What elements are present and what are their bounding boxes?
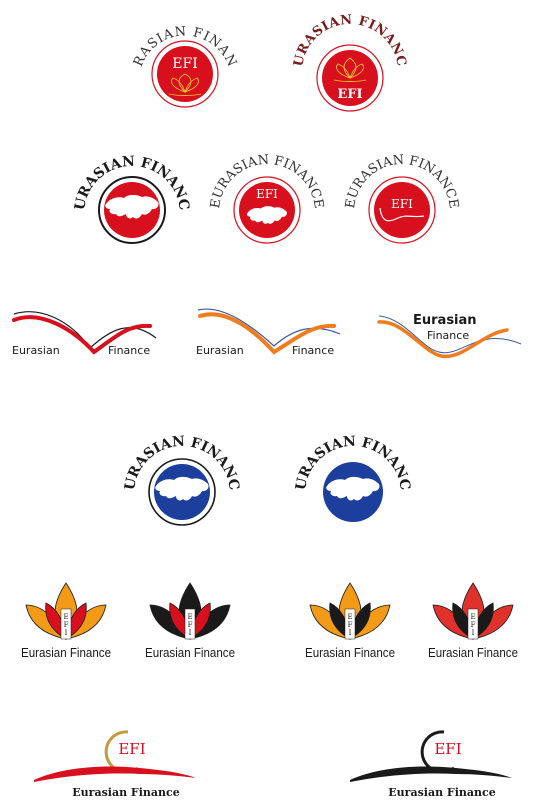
monogram-letter-i: I — [349, 629, 352, 637]
wave-left-label: Eurasian — [196, 344, 244, 357]
lotus-icon — [25, 582, 107, 640]
lotus-wordmark: Eurasian Finance — [305, 645, 395, 660]
monogram-text: EFI — [172, 56, 197, 72]
logo-efi-lotus-2: EURASIAN FINANCE EFI — [285, 1, 410, 112]
logo-efi-lotus-1: EURASIAN FINANCE EFI — [119, 1, 245, 112]
monogram-text: EFI — [337, 87, 362, 102]
monogram-letter-f: F — [64, 621, 69, 629]
lotus-icon — [333, 57, 367, 82]
logo-lotus-orange-red: E F I Eurasian Finance — [16, 575, 116, 665]
logo-map-efi-red: EURASIAN FINANCE EFI — [207, 152, 327, 252]
monogram-letter-i: I — [65, 629, 68, 637]
stacked-bottom-label: Finance — [427, 329, 469, 342]
lotus-wordmark: Eurasian Finance — [428, 645, 518, 660]
logo-map-blue-1: EURASIAN FINANCE — [117, 420, 242, 532]
lotus-icon — [309, 582, 391, 640]
wave-line-thick — [198, 312, 336, 355]
wave-right-label: Finance — [108, 344, 150, 357]
red-swoosh-icon — [34, 766, 196, 782]
outer-ring — [151, 40, 219, 108]
monogram-text: EFI — [434, 740, 461, 758]
monogram-letter-f: F — [188, 621, 193, 629]
monogram-text: EFI — [391, 197, 413, 211]
monogram-text: EFI — [118, 740, 145, 758]
lotus-wordmark: Eurasian Finance — [21, 645, 111, 660]
monogram-letter-i: I — [472, 629, 475, 637]
wave-line-thick — [377, 320, 509, 359]
outer-ring — [98, 176, 166, 244]
wave-left-label: Eurasian — [12, 344, 60, 357]
stacked-top-label: Eurasian — [413, 313, 477, 328]
outer-ring — [233, 176, 301, 244]
monogram-letter-f: F — [348, 621, 353, 629]
logo-efi-wave-red: EURASIAN FINANCE EFI — [342, 152, 462, 252]
monogram-letter-e: E — [63, 613, 68, 621]
monogram-letter-e: E — [347, 613, 352, 621]
wave-line-thick — [12, 315, 152, 355]
lotus-wordmark: Eurasian Finance — [145, 645, 235, 660]
swoosh-wordmark: Eurasian Finance — [388, 786, 495, 799]
logo-wave-orange-blue: Eurasian Finance — [194, 300, 344, 370]
monogram-letter-e: E — [470, 613, 475, 621]
logo-map-blue-2: EURASIAN FINANCE — [288, 420, 413, 532]
red-disc — [374, 182, 430, 238]
lotus-icon — [168, 73, 202, 96]
monogram-text: EFI — [256, 187, 278, 201]
wave-icon — [379, 207, 425, 222]
lotus-icon — [432, 582, 514, 640]
monogram-letter-i: I — [189, 629, 192, 637]
black-swoosh-icon — [350, 766, 512, 782]
outer-ring — [316, 44, 384, 112]
wave-line-thin — [378, 315, 522, 354]
wave-right-label: Finance — [292, 344, 334, 357]
logo-wave-stacked: Eurasian Finance — [375, 306, 525, 376]
outer-ring — [148, 458, 216, 526]
logo-map-red-black: EURASIAN FINANCE — [67, 140, 192, 252]
monogram-letter-f: F — [471, 621, 476, 629]
lotus-icon — [149, 582, 231, 640]
logo-wave-red-black: Eurasian Finance — [10, 300, 160, 370]
logo-swoosh-black: EFI Eurasian Finance — [346, 722, 516, 802]
logo-lotus-black-red: E F I Eurasian Finance — [140, 575, 240, 665]
outer-ring — [368, 176, 436, 244]
logo-lotus-red-black: E F I Eurasian Finance — [423, 575, 523, 665]
logo-lotus-orange-black: E F I Eurasian Finance — [300, 575, 400, 665]
monogram-letter-e: E — [187, 613, 192, 621]
logo-swoosh-red-gold: EFI Eurasian Finance — [30, 722, 200, 802]
swoosh-wordmark: Eurasian Finance — [72, 786, 179, 799]
